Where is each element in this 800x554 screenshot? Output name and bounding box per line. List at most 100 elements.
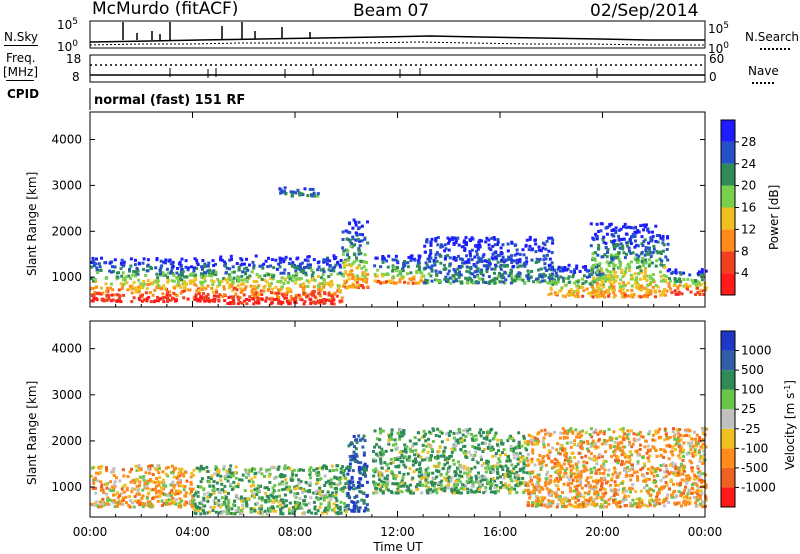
power-cell — [140, 299, 144, 303]
sky-noise-panel — [89, 20, 706, 49]
velocity-cell — [277, 500, 281, 504]
velocity-cell — [378, 488, 382, 492]
velocity-cell — [328, 493, 332, 497]
power-cell — [302, 282, 305, 286]
power-cell — [243, 267, 247, 271]
velocity-cell — [206, 496, 210, 500]
velocity-cell — [508, 470, 512, 474]
velocity-cell — [558, 436, 562, 440]
power-cell — [330, 302, 334, 306]
velocity-cell — [510, 479, 514, 483]
power-cell — [537, 268, 540, 272]
velocity-cell — [446, 438, 450, 442]
velocity-cell — [253, 467, 256, 471]
power-cell — [619, 261, 623, 265]
velocity-cell — [270, 466, 274, 470]
velocity-cell — [357, 434, 361, 438]
power-cell — [661, 241, 665, 245]
velocity-cell — [686, 500, 689, 504]
velocity-cell — [652, 474, 656, 478]
velocity-cell — [347, 486, 351, 490]
power-cell — [594, 251, 598, 255]
power-cell — [429, 241, 433, 245]
velocity-cell — [595, 496, 599, 500]
velocity-cell — [518, 481, 522, 485]
power-cell — [457, 276, 461, 279]
power-cell — [121, 284, 125, 288]
velocity-cell — [110, 470, 114, 474]
velocity-cell — [352, 450, 356, 454]
velocity-cell — [507, 487, 511, 491]
power-cell — [133, 263, 137, 267]
power-cell — [345, 263, 349, 267]
power-cell — [651, 230, 654, 234]
velocity-cell — [172, 500, 176, 504]
velocity-cell — [458, 428, 462, 432]
velocity-cell — [391, 482, 395, 486]
power-cell — [210, 287, 214, 290]
power-cell — [252, 264, 256, 268]
velocity-cell — [342, 469, 346, 473]
power-cell — [481, 273, 485, 277]
velocity-cell — [383, 461, 387, 465]
power-cell — [654, 295, 657, 299]
power-cell — [229, 295, 233, 299]
velocity-cell — [661, 500, 665, 504]
power-cell — [279, 271, 283, 275]
power-cell — [464, 236, 468, 240]
power-cell — [274, 258, 278, 262]
velocity-cell — [344, 510, 348, 514]
power-cell — [564, 283, 568, 287]
velocity-cell — [249, 484, 253, 488]
velocity-cell — [588, 456, 592, 460]
power-cell — [424, 261, 428, 265]
power-cell — [468, 266, 472, 270]
velocity-cell — [261, 511, 265, 515]
velocity-cell — [435, 465, 439, 469]
velocity-cell — [347, 507, 351, 511]
velocity-cell — [328, 482, 332, 486]
power-cell — [286, 281, 290, 285]
power-cell — [280, 285, 284, 289]
power-cell — [137, 290, 141, 294]
velocity-cell — [224, 495, 228, 499]
velocity-cell — [439, 483, 443, 487]
velocity-cell — [452, 444, 456, 448]
power-cell — [171, 265, 175, 269]
velocity-cell — [699, 445, 703, 449]
power-cell — [618, 264, 622, 268]
velocity-cell — [312, 468, 316, 472]
power-cell — [566, 276, 570, 280]
power-cell — [424, 266, 428, 270]
velocity-cell — [431, 483, 434, 487]
power-cell — [317, 275, 320, 278]
power-cell — [283, 296, 287, 300]
velocity-cell — [221, 488, 225, 492]
velocity-cell — [475, 446, 479, 450]
y-tick-label: 1000 — [51, 270, 82, 284]
velocity-cell — [208, 484, 212, 488]
velocity-cell — [202, 509, 205, 513]
velocity-cell — [380, 485, 384, 488]
power-cell — [186, 297, 190, 301]
power-cell — [396, 260, 399, 264]
velocity-cell — [283, 493, 287, 497]
power-cell — [330, 300, 334, 303]
velocity-cell — [459, 480, 463, 484]
power-cell — [645, 279, 649, 282]
power-cell — [607, 273, 611, 277]
velocity-cell — [603, 430, 606, 434]
power-cell — [288, 298, 292, 302]
power-cell — [333, 257, 336, 261]
velocity-cell — [294, 473, 298, 477]
noise-spikes — [122, 22, 311, 40]
velocity-cell — [326, 490, 330, 494]
power-cell — [591, 291, 595, 295]
power-cell — [252, 302, 256, 306]
velocity-cell — [493, 479, 497, 483]
power-cell — [637, 285, 640, 288]
velocity-cell — [418, 470, 421, 474]
power-cell — [604, 273, 608, 277]
velocity-cell — [441, 452, 445, 456]
velocity-cell — [675, 495, 679, 498]
